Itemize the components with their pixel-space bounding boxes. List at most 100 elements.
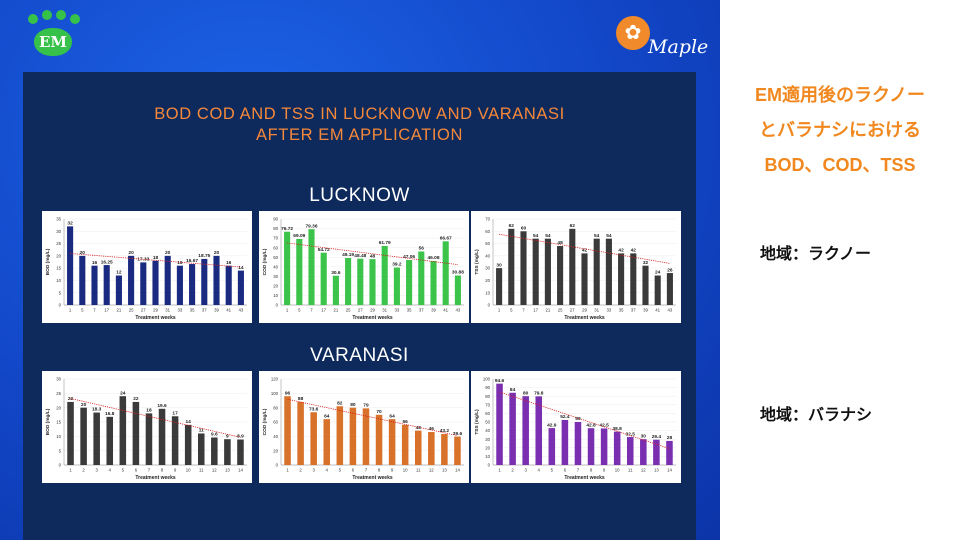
bar — [666, 440, 673, 465]
data-label: 16 — [226, 260, 232, 266]
section-title-varanasi: VARANASI — [310, 345, 409, 366]
bar — [496, 383, 503, 465]
x-tick-label: 6 — [352, 468, 355, 473]
y-tick-label: 15 — [56, 420, 61, 425]
y-tick-label: 70 — [485, 217, 490, 222]
y-axis-label: TSS (mg/L) — [474, 409, 480, 435]
x-tick-label: 31 — [165, 308, 170, 313]
x-tick-label: 10 — [186, 468, 191, 473]
bar — [430, 260, 437, 305]
y-tick-label: 5 — [59, 448, 62, 453]
data-label: 17 — [172, 410, 178, 416]
x-tick-label: 25 — [558, 308, 563, 313]
bar — [544, 238, 551, 305]
data-label: 60 — [521, 225, 527, 231]
y-tick-label: 0 — [59, 463, 62, 468]
data-label: 16 — [92, 260, 98, 266]
x-tick-label: 2 — [511, 468, 514, 473]
bar — [119, 396, 127, 465]
bar — [93, 412, 100, 465]
y-tick-label: 20 — [273, 283, 278, 288]
data-label: 16.67 — [186, 258, 198, 264]
data-label: 54 — [594, 233, 600, 239]
x-tick-label: 9 — [391, 468, 394, 473]
x-tick-label: 7 — [365, 468, 368, 473]
x-tick-label: 1 — [286, 308, 289, 313]
x-tick-label: 37 — [419, 308, 424, 313]
data-label: 54 — [545, 233, 551, 239]
bar — [211, 437, 218, 465]
y-tick-label: 50 — [273, 255, 278, 260]
bar — [561, 419, 569, 465]
y-tick-label: 70 — [485, 402, 490, 407]
x-tick-label: 39 — [214, 308, 219, 313]
y-tick-label: 120 — [271, 377, 279, 382]
paw-toe — [56, 10, 66, 20]
bar — [654, 275, 661, 305]
chart-svg: 0 5 10 15 20 25 30 22 1 20 2 18.3 3 16.8 4 24 5 22 6 18 7 19.… — [45, 377, 247, 481]
bar — [605, 238, 612, 305]
data-label: 22 — [133, 396, 139, 402]
x-tick-label: 2 — [82, 468, 85, 473]
x-tick-label: 33 — [178, 308, 183, 313]
bar — [369, 259, 376, 305]
y-tick-label: 90 — [273, 217, 278, 222]
chart-svg: 0510152025303532120516716.25171221202517… — [45, 217, 247, 321]
bar — [237, 439, 244, 465]
region-label-lucknow: 地域：ラクノー — [760, 246, 872, 263]
bar — [548, 428, 556, 465]
y-tick-label: 30 — [273, 274, 278, 279]
x-tick-label: 35 — [190, 308, 195, 313]
bar — [213, 255, 220, 305]
bar — [630, 253, 637, 305]
x-tick-label: 37 — [202, 308, 207, 313]
x-tick-label: 4 — [109, 468, 112, 473]
side-title-line1: EM適用後のラクノー — [755, 85, 925, 105]
bar — [442, 241, 449, 305]
data-label: 16 — [177, 260, 183, 266]
x-tick-label: 8 — [378, 468, 381, 473]
paw-toe — [42, 10, 52, 20]
bar — [323, 419, 331, 465]
x-tick-label: 14 — [455, 468, 460, 473]
bar — [67, 226, 74, 305]
x-tick-label: 7 — [310, 308, 313, 313]
data-label: 19.6 — [157, 403, 167, 409]
data-label: 79.36 — [305, 223, 317, 229]
bar — [666, 273, 673, 305]
y-tick-label: 20 — [273, 448, 278, 453]
maple-leaf-icon: ✿ — [616, 16, 650, 50]
x-tick-label: 5 — [81, 308, 84, 313]
x-tick-label: 27 — [570, 308, 575, 313]
x-tick-label: 4 — [326, 468, 329, 473]
x-tick-label: 14 — [667, 468, 672, 473]
x-tick-label: 11 — [628, 468, 633, 473]
data-label: 46.08 — [427, 255, 439, 261]
bar — [414, 430, 422, 465]
data-label: 9 — [226, 433, 229, 439]
x-tick-label: 43 — [239, 308, 244, 313]
chart-svg: 02040608010012096188273.6364482580679770… — [262, 377, 464, 481]
bar — [375, 414, 383, 465]
data-label: 54 — [533, 233, 539, 239]
x-tick-label: 41 — [226, 308, 231, 313]
bar — [297, 401, 304, 465]
x-tick-label: 3 — [95, 468, 98, 473]
side-title-line3: BOD、COD、TSS — [764, 155, 916, 175]
y-tick-label: 15 — [56, 266, 61, 271]
bar — [626, 437, 634, 465]
bar — [406, 260, 413, 305]
y-tick-label: 40 — [485, 253, 490, 258]
x-tick-label: 3 — [524, 468, 527, 473]
bar — [349, 407, 357, 465]
data-label: 30 — [496, 262, 502, 268]
panel-title-line2: AFTER EM APPLICATION — [256, 126, 463, 144]
x-tick-label: 5 — [339, 468, 342, 473]
y-tick-label: 40 — [485, 428, 490, 433]
data-label: 76.72 — [281, 226, 293, 232]
data-label: 39.6 — [453, 431, 463, 437]
bar — [418, 251, 425, 305]
data-label: 73.6 — [309, 406, 319, 412]
bar — [164, 255, 171, 305]
y-tick-label: 0 — [59, 303, 62, 308]
